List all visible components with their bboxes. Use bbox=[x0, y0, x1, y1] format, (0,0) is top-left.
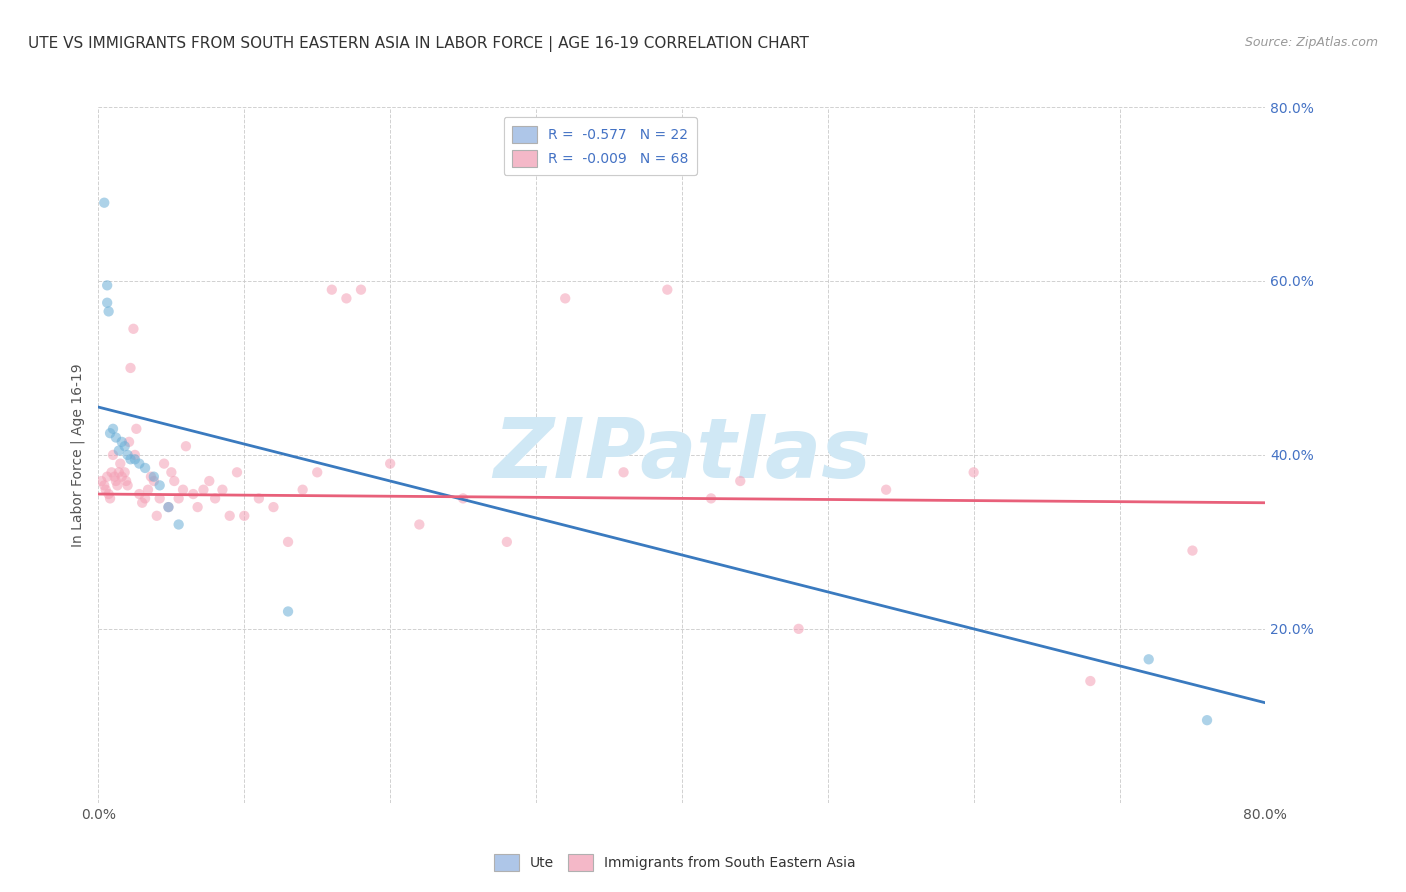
Point bbox=[1080, 674, 1102, 689]
Point bbox=[124, 452, 146, 467]
Point bbox=[291, 483, 314, 497]
Point bbox=[187, 500, 209, 514]
Point bbox=[211, 483, 233, 497]
Point bbox=[160, 466, 183, 480]
Point bbox=[134, 491, 156, 506]
Point bbox=[128, 487, 150, 501]
Point bbox=[110, 457, 132, 471]
Legend: Ute, Immigrants from South Eastern Asia: Ute, Immigrants from South Eastern Asia bbox=[488, 848, 862, 876]
Point bbox=[120, 452, 142, 467]
Point bbox=[380, 457, 402, 471]
Point bbox=[307, 466, 329, 480]
Point bbox=[554, 291, 576, 305]
Point bbox=[233, 508, 256, 523]
Point bbox=[167, 491, 190, 506]
Point bbox=[114, 466, 136, 480]
Point bbox=[172, 483, 194, 497]
Point bbox=[657, 283, 679, 297]
Point bbox=[98, 426, 121, 441]
Point bbox=[181, 487, 204, 501]
Point bbox=[108, 466, 131, 480]
Point bbox=[120, 360, 142, 375]
Point bbox=[122, 322, 145, 336]
Point bbox=[277, 605, 299, 619]
Point bbox=[100, 466, 122, 480]
Point bbox=[136, 483, 159, 497]
Point bbox=[163, 474, 186, 488]
Point bbox=[103, 469, 125, 483]
Point bbox=[96, 278, 118, 293]
Point bbox=[134, 461, 156, 475]
Point bbox=[174, 439, 197, 453]
Point bbox=[111, 434, 134, 449]
Point bbox=[124, 448, 146, 462]
Point bbox=[142, 469, 165, 483]
Point bbox=[139, 469, 162, 483]
Point bbox=[93, 478, 115, 492]
Point bbox=[167, 517, 190, 532]
Point bbox=[730, 474, 752, 488]
Point bbox=[451, 491, 474, 506]
Point bbox=[700, 491, 723, 506]
Point bbox=[131, 496, 153, 510]
Text: UTE VS IMMIGRANTS FROM SOUTH EASTERN ASIA IN LABOR FORCE | AGE 16-19 CORRELATION: UTE VS IMMIGRANTS FROM SOUTH EASTERN ASI… bbox=[28, 36, 808, 52]
Point bbox=[277, 534, 299, 549]
Point bbox=[262, 500, 284, 514]
Point bbox=[117, 448, 139, 462]
Y-axis label: In Labor Force | Age 16-19: In Labor Force | Age 16-19 bbox=[70, 363, 86, 547]
Point bbox=[198, 474, 221, 488]
Point bbox=[1181, 543, 1204, 558]
Point bbox=[787, 622, 810, 636]
Point bbox=[101, 422, 124, 436]
Point bbox=[153, 457, 176, 471]
Point bbox=[90, 474, 112, 488]
Point bbox=[218, 508, 240, 523]
Point bbox=[104, 474, 127, 488]
Point bbox=[496, 534, 519, 549]
Point bbox=[149, 491, 172, 506]
Point bbox=[612, 466, 634, 480]
Point bbox=[98, 491, 121, 506]
Point bbox=[157, 500, 180, 514]
Point bbox=[1137, 652, 1160, 666]
Point bbox=[350, 283, 373, 297]
Point bbox=[204, 491, 226, 506]
Point bbox=[142, 474, 165, 488]
Point bbox=[962, 466, 984, 480]
Point bbox=[93, 195, 115, 210]
Point bbox=[105, 478, 128, 492]
Point bbox=[96, 469, 118, 483]
Point bbox=[193, 483, 215, 497]
Text: ZIPatlas: ZIPatlas bbox=[494, 415, 870, 495]
Point bbox=[101, 448, 124, 462]
Point bbox=[115, 474, 138, 488]
Point bbox=[117, 478, 139, 492]
Point bbox=[335, 291, 357, 305]
Point bbox=[1195, 713, 1218, 727]
Point bbox=[114, 439, 136, 453]
Legend: R =  -0.577   N = 22, R =  -0.009   N = 68: R = -0.577 N = 22, R = -0.009 N = 68 bbox=[503, 118, 697, 175]
Point bbox=[94, 483, 117, 497]
Point bbox=[111, 469, 134, 483]
Point bbox=[97, 487, 120, 501]
Point bbox=[104, 430, 127, 444]
Point bbox=[146, 508, 169, 523]
Point bbox=[157, 500, 180, 514]
Point bbox=[875, 483, 897, 497]
Point bbox=[149, 478, 172, 492]
Point bbox=[118, 434, 141, 449]
Point bbox=[128, 457, 150, 471]
Point bbox=[96, 295, 118, 310]
Text: Source: ZipAtlas.com: Source: ZipAtlas.com bbox=[1244, 36, 1378, 49]
Point bbox=[125, 422, 148, 436]
Point bbox=[226, 466, 249, 480]
Point bbox=[321, 283, 343, 297]
Point bbox=[247, 491, 270, 506]
Point bbox=[408, 517, 430, 532]
Point bbox=[108, 443, 131, 458]
Point bbox=[97, 304, 120, 318]
